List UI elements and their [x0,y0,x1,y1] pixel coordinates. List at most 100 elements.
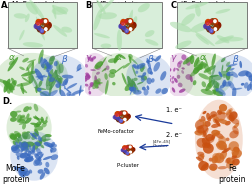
Circle shape [213,25,218,31]
Ellipse shape [205,79,214,91]
Ellipse shape [22,77,30,83]
Ellipse shape [23,142,26,145]
Ellipse shape [143,89,148,95]
Ellipse shape [214,35,233,44]
Circle shape [124,28,130,34]
Ellipse shape [112,82,115,85]
Circle shape [115,112,120,116]
Ellipse shape [61,27,72,33]
Ellipse shape [237,70,248,76]
Ellipse shape [96,0,105,14]
Ellipse shape [9,60,15,65]
Ellipse shape [11,78,16,85]
Circle shape [38,26,41,30]
Ellipse shape [210,124,219,128]
Ellipse shape [247,75,252,81]
Ellipse shape [200,116,205,121]
Ellipse shape [27,71,33,79]
Circle shape [125,19,130,24]
Ellipse shape [46,62,51,70]
Ellipse shape [38,169,44,174]
Ellipse shape [79,53,110,98]
Circle shape [125,114,130,119]
Ellipse shape [33,158,40,166]
Ellipse shape [44,134,51,137]
Ellipse shape [25,61,34,71]
Ellipse shape [13,140,16,145]
Circle shape [43,19,48,24]
Ellipse shape [49,56,55,61]
Ellipse shape [108,58,116,63]
Ellipse shape [36,152,42,156]
Ellipse shape [225,66,230,72]
Ellipse shape [91,56,96,60]
Circle shape [125,146,128,148]
Ellipse shape [132,16,137,25]
Circle shape [46,22,51,28]
Ellipse shape [208,75,212,83]
Text: A.: A. [1,1,11,10]
Ellipse shape [217,119,228,124]
Circle shape [129,151,131,153]
Ellipse shape [15,145,20,149]
Ellipse shape [202,62,211,75]
Ellipse shape [172,68,175,72]
Ellipse shape [176,53,233,98]
Ellipse shape [139,64,144,72]
Circle shape [116,117,119,120]
Ellipse shape [26,153,30,157]
Circle shape [126,152,128,154]
Ellipse shape [89,82,94,88]
Text: γ: γ [85,53,91,62]
Ellipse shape [76,68,82,72]
Ellipse shape [13,136,20,144]
Ellipse shape [151,58,155,61]
Ellipse shape [93,80,98,89]
Ellipse shape [41,123,47,128]
Ellipse shape [194,100,242,179]
Circle shape [37,26,42,32]
Circle shape [128,145,132,149]
Circle shape [129,25,134,31]
Ellipse shape [127,80,129,87]
Ellipse shape [52,5,56,19]
Ellipse shape [146,85,149,90]
Ellipse shape [168,68,171,72]
Ellipse shape [15,133,20,137]
Ellipse shape [229,68,234,71]
Ellipse shape [43,120,47,124]
Text: α: α [199,53,205,62]
Ellipse shape [20,146,29,148]
Ellipse shape [193,63,206,70]
Ellipse shape [217,136,226,144]
Ellipse shape [21,147,27,152]
Ellipse shape [205,134,213,141]
Circle shape [125,29,127,32]
Ellipse shape [192,67,199,74]
Ellipse shape [243,82,247,89]
Text: α: α [115,53,121,62]
Ellipse shape [145,60,149,63]
Ellipse shape [93,9,102,30]
Ellipse shape [23,106,29,112]
Ellipse shape [221,74,226,78]
Ellipse shape [208,163,217,171]
Ellipse shape [224,121,230,125]
Ellipse shape [84,84,88,87]
Circle shape [215,22,220,28]
Circle shape [40,29,43,33]
Ellipse shape [223,148,227,152]
Ellipse shape [198,119,202,122]
Ellipse shape [233,123,238,128]
Ellipse shape [203,65,215,73]
Ellipse shape [131,78,133,83]
Ellipse shape [109,69,116,74]
Ellipse shape [246,84,251,91]
Circle shape [122,111,127,116]
Ellipse shape [40,172,45,180]
Ellipse shape [36,122,41,127]
Circle shape [131,22,135,28]
Ellipse shape [217,166,226,169]
Ellipse shape [178,88,185,93]
Ellipse shape [44,142,53,147]
